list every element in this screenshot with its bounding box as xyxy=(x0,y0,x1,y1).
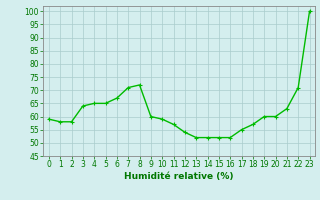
X-axis label: Humidité relative (%): Humidité relative (%) xyxy=(124,172,234,181)
